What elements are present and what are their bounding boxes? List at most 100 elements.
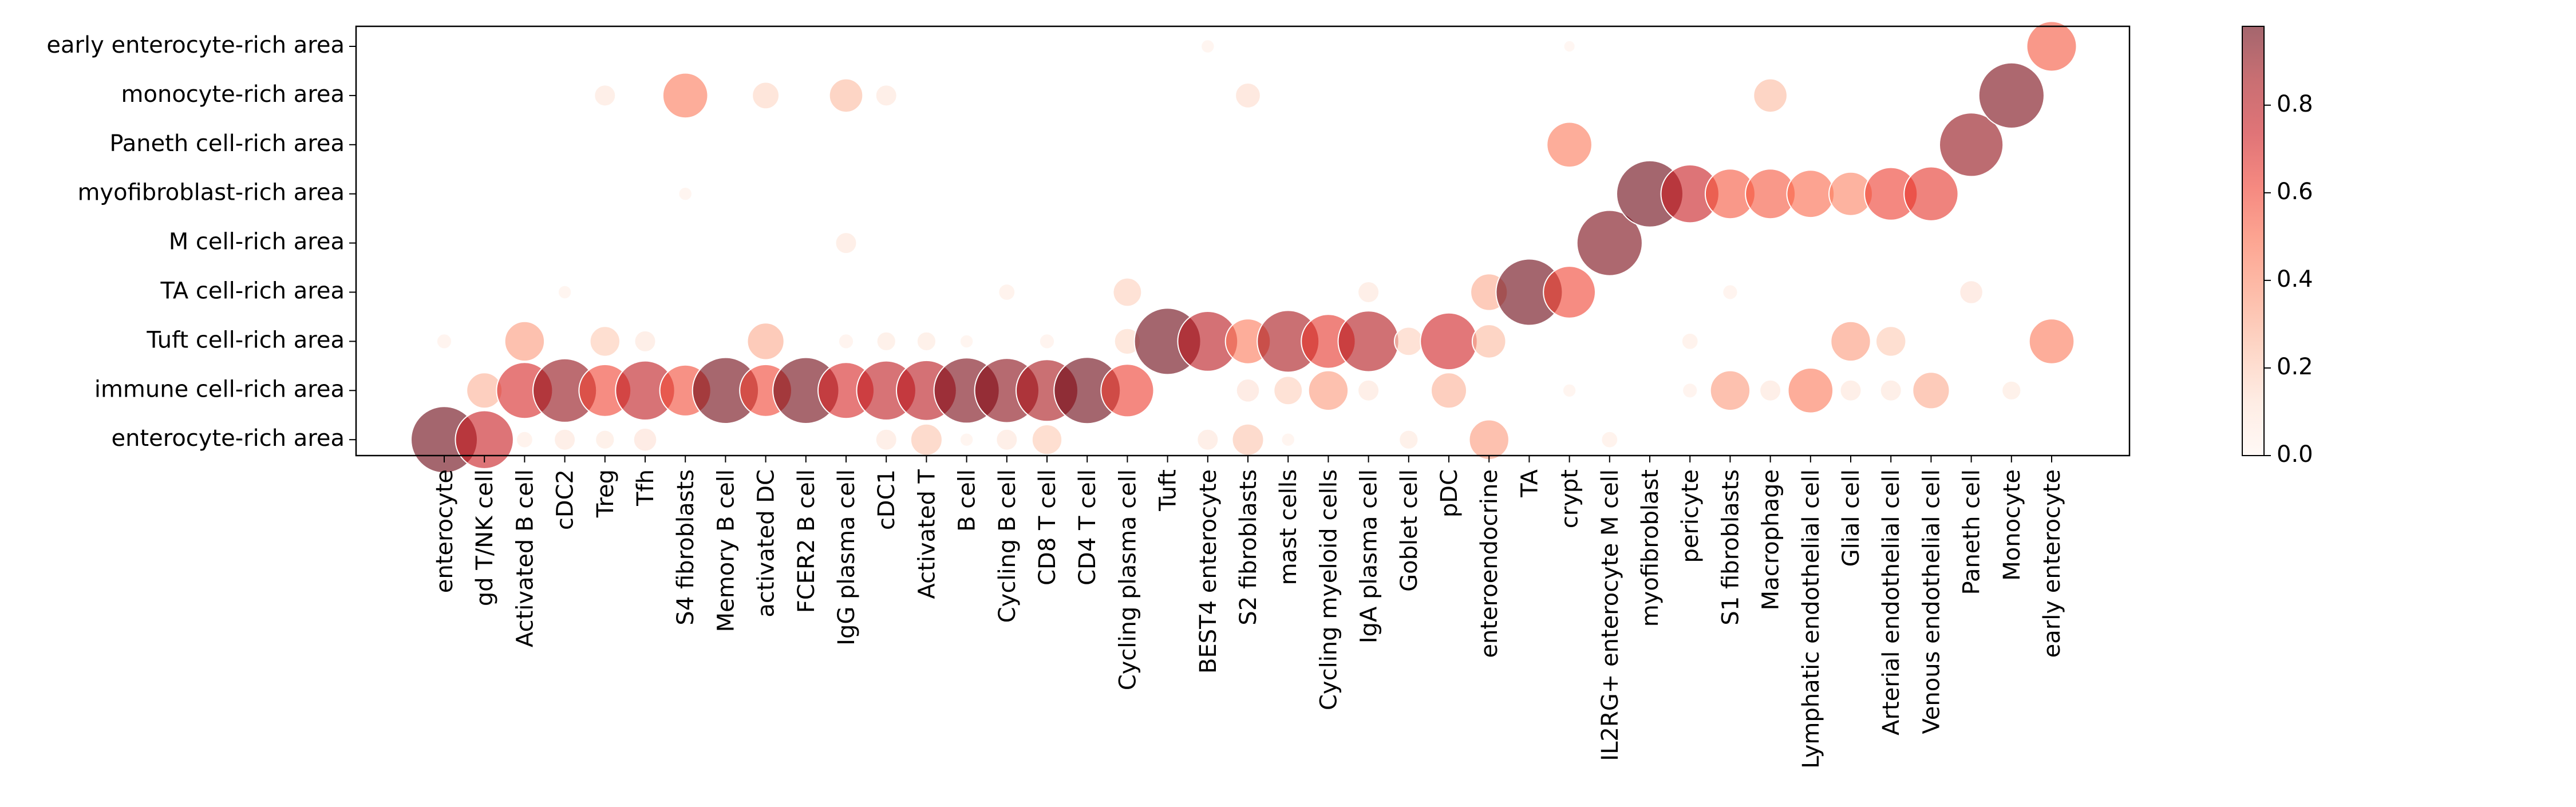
dot-iga-plasma-cell-immune-cell-rich-area (1357, 379, 1380, 402)
x-tick-label-cdc2: cDC2 (552, 469, 579, 530)
x-tick-label-early-enterocyte: early enterocyte (2039, 469, 2065, 658)
dot-paneth-cell-ta-cell-rich-area (1959, 280, 1984, 304)
x-tick-label-memory-b-cell: Memory B cell (713, 469, 739, 632)
colorbar-tick-label: 0.4 (2277, 266, 2313, 292)
dot-b-cell-tuft-cell-rich-area (959, 334, 974, 349)
dot-enterocyte-tuft-cell-rich-area (436, 333, 453, 350)
dot-activated-dc-monocyte-rich-area (752, 81, 780, 110)
y-tick-label-myofibroblast-rich-area: myofibroblast-rich area (77, 180, 345, 206)
dot-cd8-t-cell-tuft-cell-rich-area (1038, 333, 1056, 350)
x-tick-label-b-cell: B cell (954, 469, 981, 532)
dot-activated-b-cell-enterocyte-rich-area (516, 430, 534, 449)
x-tick-label-pericyte: pericyte (1677, 469, 1704, 563)
y-tick-label-ta-cell-rich-area: TA cell-rich area (160, 278, 345, 304)
x-tick-label-iga-plasma-cell: IgA plasma cell (1356, 469, 1382, 643)
y-tick-label-monocyte-rich-area: monocyte-rich area (121, 81, 345, 108)
dot-macrophage-immune-cell-rich-area (1759, 379, 1782, 402)
colorbar-tick-label: 0.2 (2277, 354, 2313, 380)
dot-cycling-plasma-cell-immune-cell-rich-area (1100, 363, 1155, 418)
dot-macrophage-monocyte-rich-area (1753, 78, 1788, 113)
x-tick-label-cycling-myeloid-cells: Cycling myeloid cells (1315, 469, 1342, 710)
dot-crypt-ta-cell-rich-area (1543, 266, 1597, 319)
dot-activated-t-enterocyte-rich-area (910, 423, 943, 456)
x-tick-label-paneth-cell: Paneth cell (1959, 469, 1985, 595)
dot-goblet-cell-tuft-cell-rich-area (1393, 326, 1424, 357)
dot-cycling-plasma-cell-ta-cell-rich-area (1112, 277, 1143, 307)
x-tick-label-s4-fibroblasts: S4 fibroblasts (673, 469, 699, 626)
x-tick-label-cycling-plasma-cell: Cycling plasma cell (1115, 469, 1141, 690)
dot-il2rg-enterocyte-m-cell-m-cell-rich-area (1576, 209, 1643, 276)
colorbar-tick-label: 0.8 (2277, 91, 2313, 117)
x-axis: enterocyte gd T/NK cell Activated B cell cD… (432, 456, 2065, 769)
x-tick-label-macrophage: Macrophage (1758, 469, 1784, 610)
colorbar: 0.0 0.2 0.4 0.6 0.8 (2242, 26, 2313, 468)
dot-tfh-tuft-cell-rich-area (634, 330, 657, 353)
x-tick-label-enteroendocrine: enteroendocrine (1476, 469, 1503, 658)
dot-iga-plasma-cell-tuft-cell-rich-area (1337, 310, 1400, 373)
dot-mast-cells-enterocyte-rich-area (1281, 432, 1295, 447)
x-tick-label-tfh: Tfh (633, 469, 659, 507)
dot-tfh-enterocyte-rich-area (633, 427, 658, 452)
dot-cycling-b-cell-ta-cell-rich-area (998, 283, 1016, 301)
dot-s1-fibroblasts-immune-cell-rich-area (1709, 370, 1751, 411)
dot-s2-fibroblasts-monocyte-rich-area (1235, 82, 1261, 109)
y-axis: early enterocyte-rich area monocyte-rich … (46, 32, 356, 452)
dot-best4-enterocyte-enterocyte-rich-area (1196, 428, 1219, 451)
dot-lymphatic-endothelial-cell-myofibroblast-rich-area (1786, 169, 1835, 219)
dot-crypt-immune-cell-rich-area (1562, 383, 1577, 398)
x-tick-label-il2rg-enterocyte-m-cell: IL2RG+ enterocyte M cell (1597, 469, 1623, 761)
dot-s1-fibroblasts-ta-cell-rich-area (1722, 284, 1739, 300)
y-tick-label-paneth-cell-rich-area: Paneth cell-rich area (109, 130, 345, 157)
x-tick-label-crypt: crypt (1557, 469, 1583, 528)
x-tick-label-igg-plasma-cell: IgG plasma cell (833, 469, 860, 646)
x-tick-label-myofibroblast: myofibroblast (1637, 469, 1664, 627)
plot-frame (355, 25, 2131, 457)
dot-pericyte-tuft-cell-rich-area (1681, 333, 1699, 350)
y-tick-label-tuft-cell-rich-area: Tuft cell-rich area (146, 327, 345, 353)
dot-early-enterocyte-tuft-cell-rich-area (2028, 318, 2075, 365)
y-tick-label-early-enterocyte-rich-area: early enterocyte-rich area (46, 32, 345, 58)
dot-early-enterocyte-early-enterocyte-rich-area (2026, 21, 2077, 72)
x-tick-label-cdc1: cDC1 (874, 469, 900, 530)
x-tick-label-goblet-cell: Goblet cell (1396, 469, 1423, 592)
dot-activated-dc-tuft-cell-rich-area (746, 322, 785, 361)
dot-enteroendocrine-enterocyte-rich-area (1468, 419, 1510, 460)
colorbar-tick-label: 0.0 (2277, 441, 2313, 468)
colorbar-tick-label: 0.6 (2277, 179, 2313, 205)
x-tick-label-pdc: pDC (1436, 469, 1463, 517)
colorbar-gradient (2242, 26, 2265, 456)
dot-monocyte-monocyte-rich-area (1978, 62, 2045, 129)
x-tick-label-venous-endothelial-cell: Venous endothelial cell (1918, 469, 1945, 734)
dot-cdc2-ta-cell-rich-area (557, 284, 572, 300)
dot-igg-plasma-cell-m-cell-rich-area (835, 232, 858, 255)
dot-pdc-immune-cell-rich-area (1431, 372, 1467, 409)
dot-s4-fibroblasts-monocyte-rich-area (662, 72, 709, 119)
x-tick-label-s1-fibroblasts: S1 fibroblasts (1717, 469, 1744, 626)
dot-enteroendocrine-tuft-cell-rich-area (1471, 324, 1507, 359)
dot-cycling-myeloid-cells-immune-cell-rich-area (1307, 370, 1349, 411)
x-tick-label-enterocyte: enterocyte (432, 469, 458, 593)
dot-venous-endothelial-cell-immune-cell-rich-area (1912, 371, 1950, 410)
y-tick-label-immune-cell-rich-area: immune cell-rich area (94, 376, 345, 402)
dot-treg-tuft-cell-rich-area (589, 326, 621, 357)
dot-arterial-endothelial-cell-immune-cell-rich-area (1879, 379, 1902, 402)
x-tick-label-cycling-b-cell: Cycling B cell (994, 469, 1021, 623)
dot-cdc1-enterocyte-rich-area (875, 428, 898, 451)
dot-glial-cell-tuft-cell-rich-area (1830, 321, 1871, 362)
y-tick-label-m-cell-rich-area: M cell-rich area (169, 229, 345, 255)
dot-lymphatic-endothelial-cell-immune-cell-rich-area (1787, 367, 1834, 414)
x-tick-label-activated-dc: activated DC (753, 469, 780, 618)
x-tick-label-glial-cell: Glial cell (1838, 469, 1864, 567)
dot-cd8-t-cell-enterocyte-rich-area (1031, 424, 1063, 456)
dots-layer (410, 21, 2077, 474)
dot-crypt-paneth-cell-rich-area (1546, 121, 1593, 168)
x-tick-label-treg: Treg (592, 469, 619, 518)
dot-goblet-cell-enterocyte-rich-area (1398, 429, 1419, 450)
dot-paneth-cell-paneth-cell-rich-area (1939, 112, 2004, 177)
x-tick-label-monocyte: Monocyte (1999, 469, 2025, 581)
dot-venous-endothelial-cell-myofibroblast-rich-area (1903, 166, 1959, 221)
dot-pericyte-immune-cell-rich-area (1682, 382, 1698, 399)
x-tick-label-activated-t: Activated T (914, 469, 940, 599)
dot-igg-plasma-cell-tuft-cell-rich-area (837, 333, 855, 350)
dot-il2rg-enterocyte-m-cell-enterocyte-rich-area (1601, 430, 1619, 449)
